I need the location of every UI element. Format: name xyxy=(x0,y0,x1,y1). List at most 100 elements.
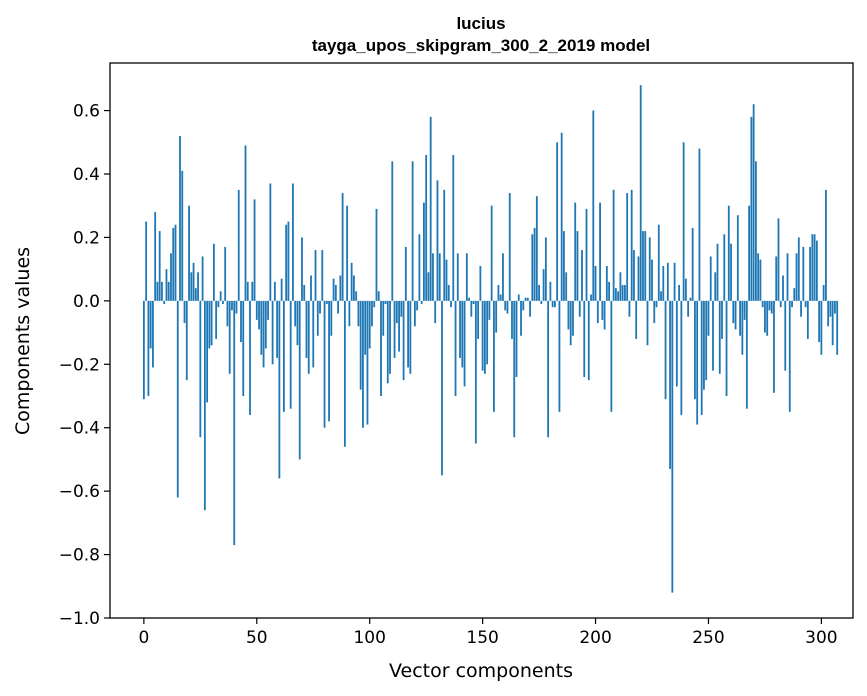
bar xyxy=(542,269,545,301)
bar xyxy=(689,297,692,301)
bar xyxy=(179,135,181,301)
bar xyxy=(269,183,272,301)
bar xyxy=(599,202,601,301)
y-axis-label: Components values xyxy=(12,247,34,435)
bar xyxy=(612,189,615,301)
bar xyxy=(581,250,583,301)
bar xyxy=(648,237,651,301)
bar xyxy=(540,300,543,305)
bar xyxy=(524,297,527,301)
bar xyxy=(628,300,631,317)
bar xyxy=(506,300,509,314)
bar xyxy=(398,300,400,352)
bar xyxy=(495,300,498,333)
bar xyxy=(684,278,687,301)
bar xyxy=(323,300,326,428)
bar xyxy=(768,300,771,311)
bar xyxy=(775,256,778,301)
bar xyxy=(585,208,588,301)
bar xyxy=(486,300,489,365)
bar xyxy=(330,300,333,336)
bar xyxy=(273,281,276,301)
bar xyxy=(745,300,748,409)
bar xyxy=(793,288,796,301)
bar xyxy=(809,246,811,301)
bar xyxy=(303,285,306,301)
bar-series xyxy=(142,85,839,593)
bar xyxy=(465,253,468,301)
bar xyxy=(142,300,145,400)
bar xyxy=(416,300,419,311)
bar xyxy=(432,253,434,301)
bar xyxy=(502,253,504,301)
bar xyxy=(603,300,606,330)
bar xyxy=(337,300,339,314)
y-tick-label: 0.2 xyxy=(73,228,100,248)
bar xyxy=(441,300,443,476)
bar xyxy=(203,300,206,511)
bar xyxy=(172,227,175,301)
bar xyxy=(282,300,285,412)
bar xyxy=(188,205,190,301)
bar xyxy=(377,291,380,301)
bar xyxy=(289,300,292,409)
bar xyxy=(700,300,703,416)
bar xyxy=(538,285,540,301)
bar xyxy=(605,265,608,301)
bar xyxy=(831,300,834,346)
bar xyxy=(404,246,407,301)
bar xyxy=(319,300,321,314)
bar xyxy=(161,281,163,301)
bar xyxy=(470,300,473,317)
bar xyxy=(707,300,710,336)
bar xyxy=(452,154,455,301)
bar xyxy=(258,300,260,330)
bar xyxy=(829,300,832,317)
bar xyxy=(691,227,694,301)
bar xyxy=(800,300,802,317)
bar xyxy=(477,300,480,339)
bar xyxy=(255,300,258,320)
x-tick-label: 50 xyxy=(246,628,268,648)
bar xyxy=(766,300,769,336)
bar xyxy=(680,300,683,416)
bar xyxy=(201,256,204,301)
bar xyxy=(520,300,522,336)
bar xyxy=(350,262,353,301)
bar xyxy=(822,285,825,301)
bar xyxy=(608,281,610,301)
bar xyxy=(382,300,385,336)
bar xyxy=(472,300,475,305)
bar xyxy=(759,259,762,301)
bar xyxy=(450,300,452,308)
bar xyxy=(357,300,360,327)
bar xyxy=(709,256,712,301)
bar xyxy=(815,240,818,301)
bar xyxy=(619,272,622,301)
bar xyxy=(694,300,696,400)
bar xyxy=(533,227,536,301)
bar xyxy=(558,300,561,412)
bar xyxy=(294,300,297,327)
bar xyxy=(770,300,773,314)
bar xyxy=(165,269,168,301)
bar xyxy=(298,300,301,460)
bar xyxy=(804,300,807,308)
bar xyxy=(251,281,254,301)
bar xyxy=(231,300,233,311)
bar xyxy=(827,300,830,327)
bar xyxy=(601,300,604,320)
bar xyxy=(386,300,389,384)
bar xyxy=(346,205,349,301)
bar xyxy=(389,300,391,374)
bar xyxy=(553,300,556,308)
bar xyxy=(617,291,620,301)
bar xyxy=(423,202,425,301)
bar xyxy=(355,291,358,301)
bar xyxy=(429,116,432,301)
bar xyxy=(556,142,559,301)
bar xyxy=(343,300,346,447)
bar xyxy=(739,300,741,336)
bar xyxy=(551,300,554,308)
x-tick-label: 300 xyxy=(805,628,837,648)
